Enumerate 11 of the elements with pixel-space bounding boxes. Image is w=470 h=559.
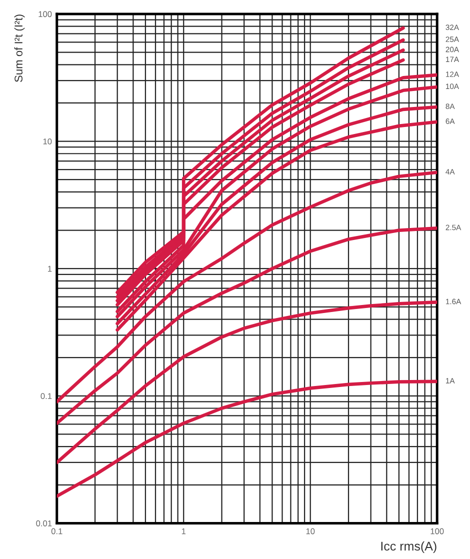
y-tick-label: 1 bbox=[48, 266, 52, 272]
y-tick-label: 100 bbox=[38, 11, 52, 18]
x-tick-label: 0.1 bbox=[51, 528, 62, 534]
x-tick-label: 10 bbox=[306, 528, 315, 534]
y-axis-title: Sum of I²t (I²t) bbox=[14, 14, 25, 82]
x-tick-label: 1 bbox=[182, 528, 186, 534]
y-tick-label: 10 bbox=[43, 138, 52, 144]
x-tick-label: 100 bbox=[430, 528, 444, 534]
x-axis-title: Icc rms(A) bbox=[381, 541, 436, 554]
y-tick-label: 0.1 bbox=[40, 393, 52, 400]
y-tick-label: 0.01 bbox=[36, 520, 52, 526]
